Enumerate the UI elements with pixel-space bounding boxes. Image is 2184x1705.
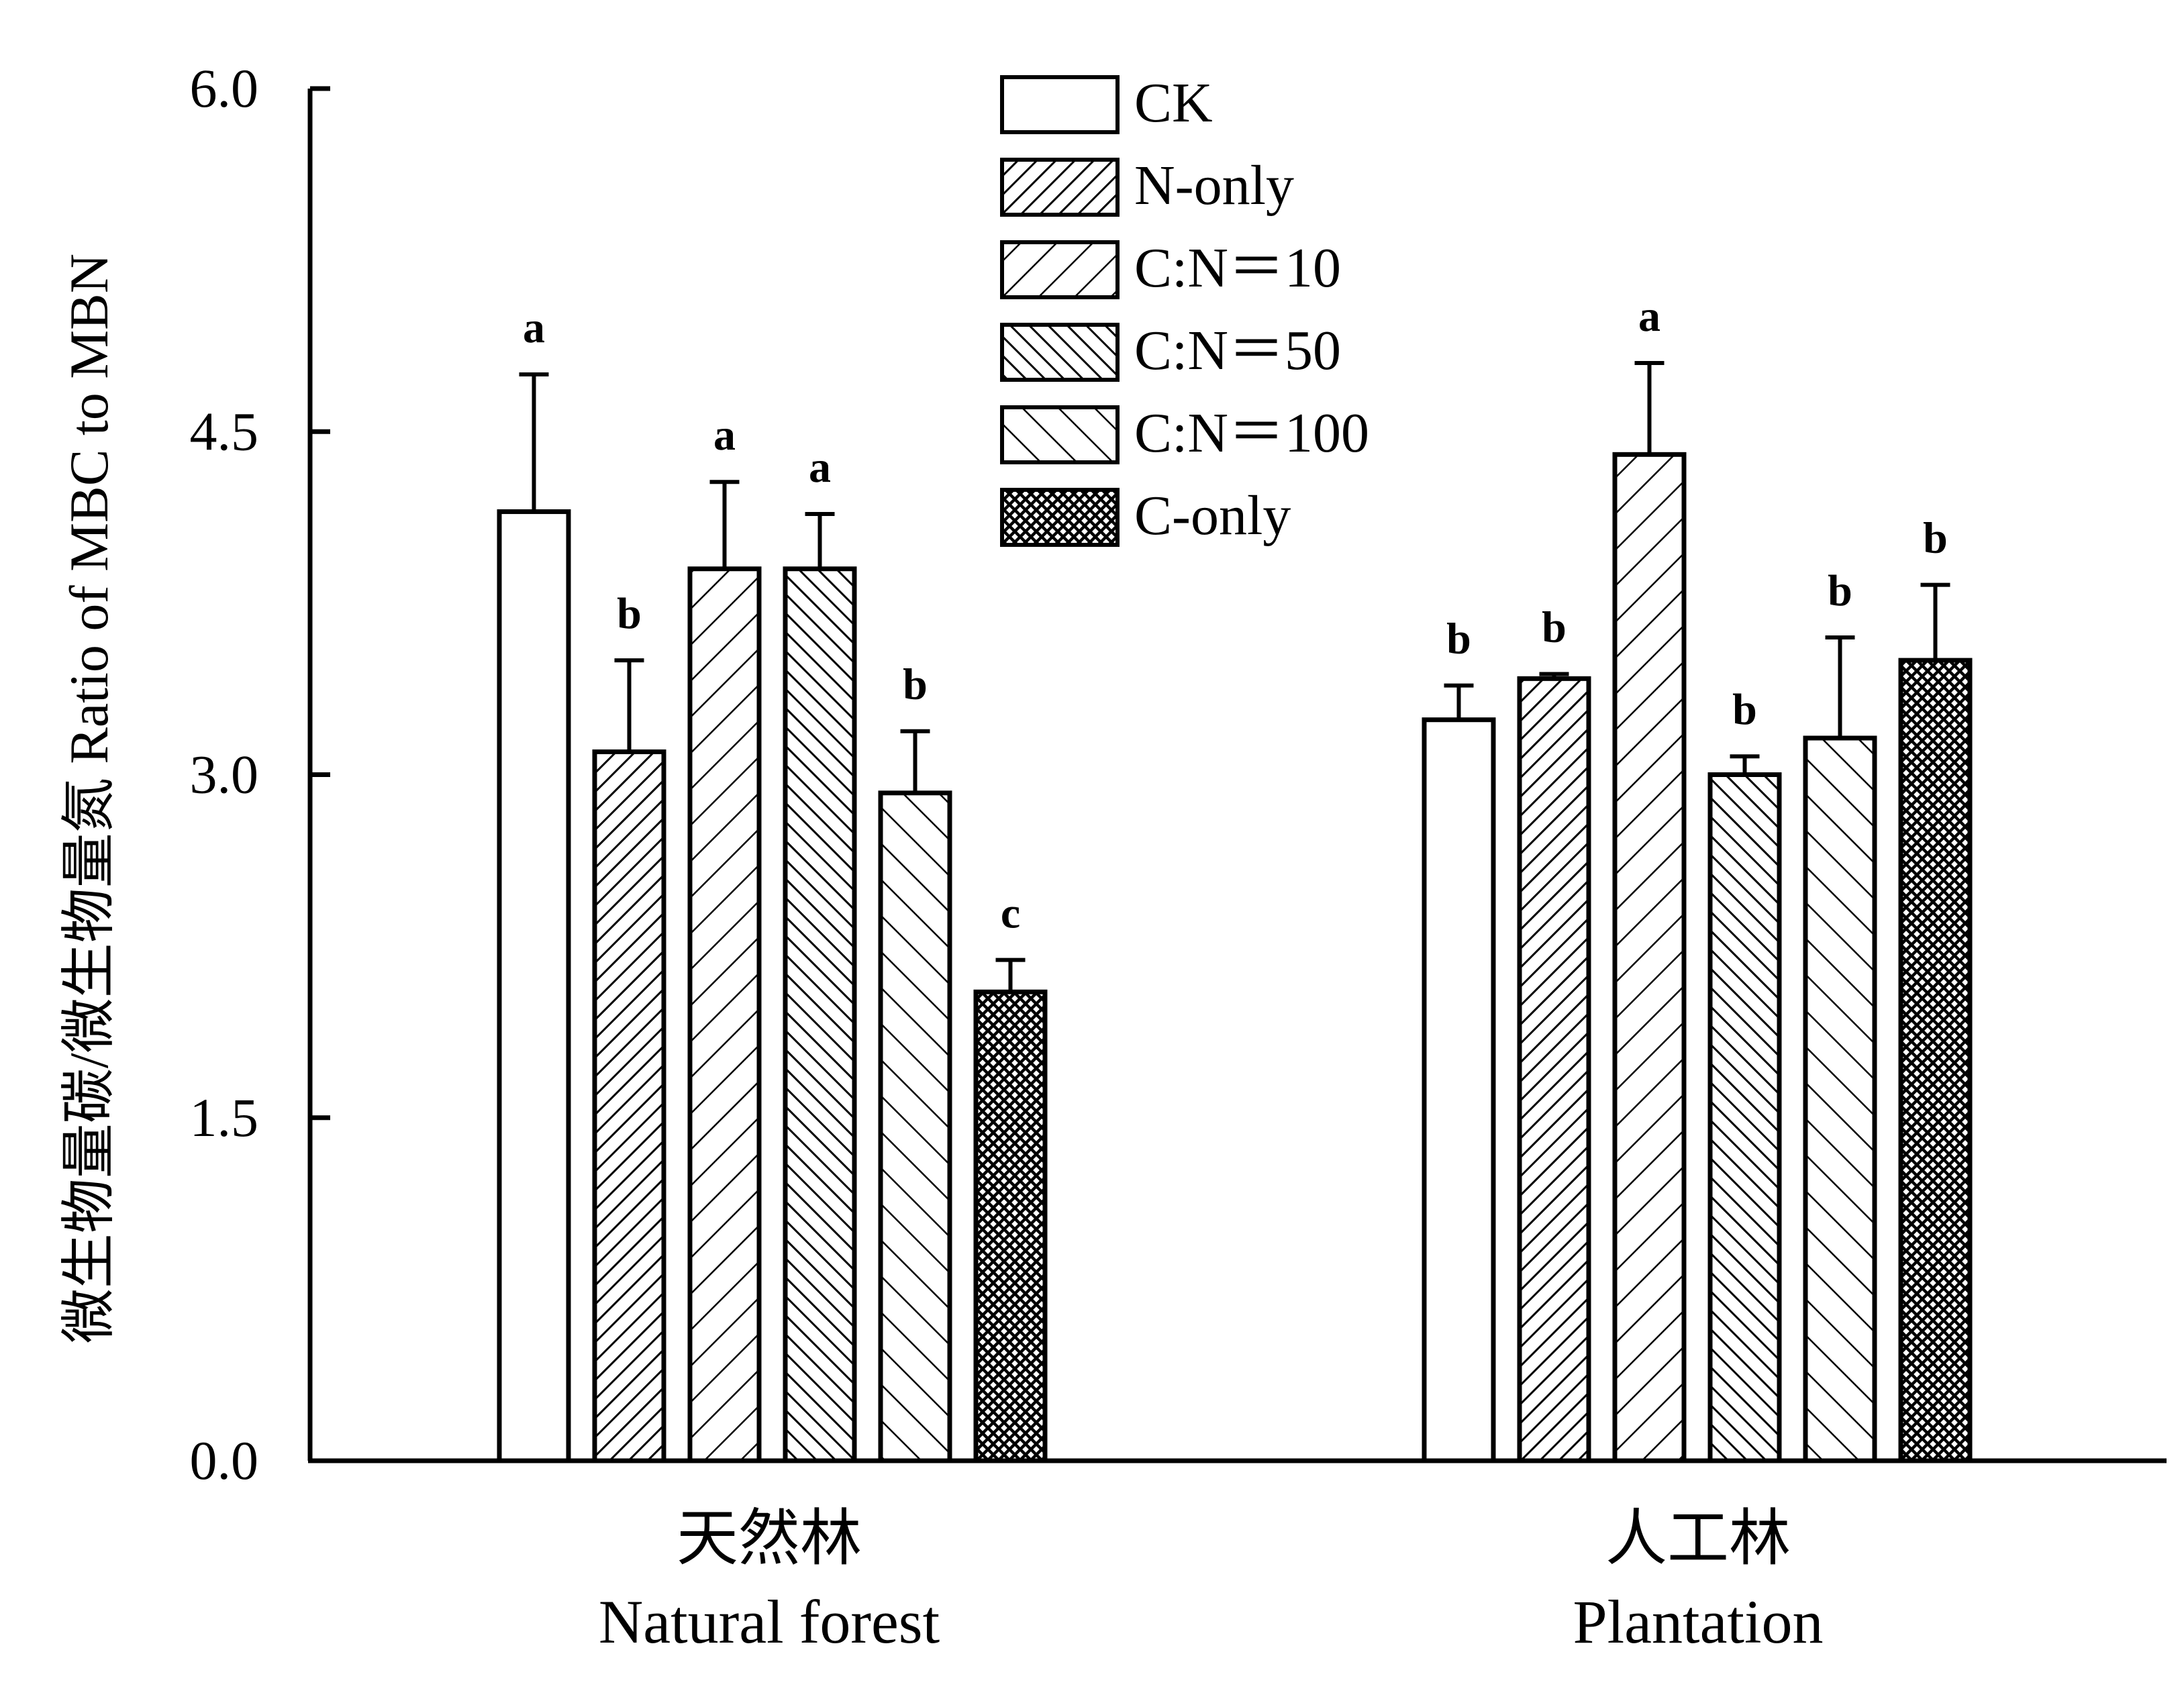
bar-plantation-0 xyxy=(1422,717,1496,1463)
y-axis-label: 微生物量碳/微生物量氮 Ratio of MBC to MBN xyxy=(58,254,119,1343)
y-tick-label: 6.0 xyxy=(190,58,259,119)
significance-letter: a xyxy=(523,303,545,352)
significance-letter: b xyxy=(903,660,928,709)
legend-swatch xyxy=(1000,158,1120,217)
significance-letter: a xyxy=(713,411,736,460)
bar-natural-forest-1 xyxy=(592,749,666,1463)
y-tick-label: 1.5 xyxy=(190,1087,259,1148)
x-category-labels: 天然林 Natural forest 人工林 Plantation xyxy=(599,1504,1824,1656)
bar-plantation-5 xyxy=(1898,658,1973,1463)
significance-letter: b xyxy=(1732,685,1757,734)
legend-label: C-only xyxy=(1134,484,1291,547)
bar-natural-forest-3 xyxy=(783,566,857,1463)
legend-swatch xyxy=(1000,405,1120,464)
bar-natural-forest-0 xyxy=(497,509,571,1463)
significance-letter: b xyxy=(1923,514,1948,563)
legend-swatch xyxy=(1000,323,1120,382)
bar-natural-forest-2 xyxy=(687,566,762,1463)
legend-label: C:N＝100 xyxy=(1134,402,1369,464)
bar-groups: a b a a b c b b a b b b xyxy=(497,292,1973,1463)
y-tick-label: 0.0 xyxy=(190,1430,259,1491)
significance-letter: b xyxy=(1446,615,1471,664)
bar-plantation-2 xyxy=(1612,452,1687,1463)
bar-natural-forest-5 xyxy=(973,989,1048,1463)
x-category-label-zh: 人工林 xyxy=(1605,1504,1791,1573)
legend-label: N-only xyxy=(1134,154,1294,217)
significance-letter: c xyxy=(1001,889,1020,938)
x-category-label-en: Plantation xyxy=(1573,1588,1823,1656)
legend-label: C:N＝50 xyxy=(1134,319,1341,382)
y-ticks: 0.0 1.5 3.0 4.5 6.0 xyxy=(190,58,330,1491)
significance-letter: b xyxy=(1828,566,1852,615)
y-tick-label: 3.0 xyxy=(190,744,259,805)
x-category-label-en: Natural forest xyxy=(599,1588,940,1656)
bar-plantation-1 xyxy=(1517,676,1591,1463)
legend-swatch xyxy=(1000,240,1120,299)
significance-letter: a xyxy=(1638,292,1660,341)
significance-letter: a xyxy=(809,443,831,492)
bar-plantation-3 xyxy=(1707,772,1782,1463)
bar-plantation-4 xyxy=(1803,735,1877,1463)
significance-letter: b xyxy=(617,589,642,638)
legend-label: CK xyxy=(1134,72,1213,134)
legend-label: C:N＝10 xyxy=(1134,237,1341,299)
y-tick-label: 4.5 xyxy=(190,401,259,462)
legend-swatch xyxy=(1000,75,1120,134)
significance-letter: b xyxy=(1542,603,1567,652)
legend: CK N-only C:N＝10 C:N＝50 C:N＝100 C-only xyxy=(1000,72,1369,547)
bar-natural-forest-4 xyxy=(878,790,952,1463)
legend-swatch xyxy=(1000,488,1120,547)
x-category-label-zh: 天然林 xyxy=(677,1504,862,1573)
